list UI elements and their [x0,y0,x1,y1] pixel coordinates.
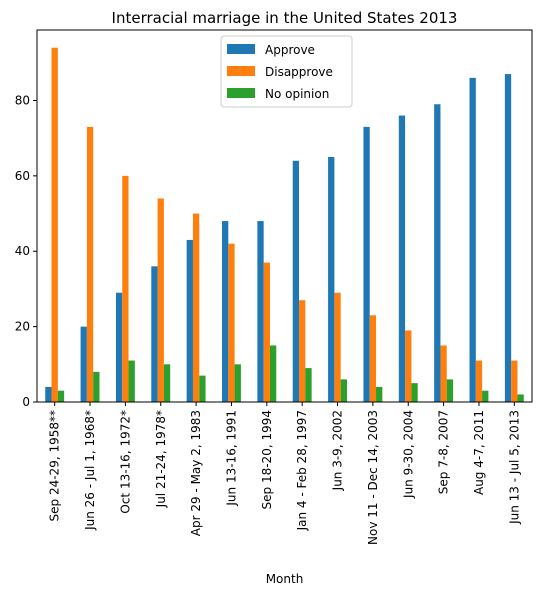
bar-no-opinion-0 [57,390,65,402]
legend-label: Approve [265,43,315,57]
bar-approve-8 [328,157,335,402]
x-tick-label: Jun 3-9, 2002 [331,410,345,491]
bar-approve-12 [469,77,476,402]
x-axis-label: Month [266,572,304,586]
y-tick-label: 80 [15,93,30,107]
x-tick-label: Jun 13-16, 1991 [224,410,238,507]
bar-approve-10 [398,115,406,403]
x-tick-label: Aug 4-7, 2011 [472,410,486,495]
bar-disapprove-0 [51,47,58,402]
bar-approve-11 [434,104,441,402]
bar-no-opinion-12 [482,390,489,402]
chart-title: Interracial marriage in the United State… [112,9,458,27]
legend-swatch [227,44,255,54]
bar-no-opinion-6 [269,345,277,402]
bar-approve-13 [504,74,512,403]
bar-approve-6 [257,221,264,402]
bar-disapprove-2 [122,175,129,402]
bar-disapprove-8 [334,292,341,402]
bar-disapprove-13 [511,360,518,402]
bar-approve-5 [222,221,229,402]
bar-no-opinion-3 [163,364,171,402]
x-tick-label: Jun 9-30, 2004 [401,410,415,499]
bar-no-opinion-8 [340,379,347,402]
bar-disapprove-10 [405,330,412,402]
x-tick-label: Oct 13-16, 1972* [118,410,132,514]
bar-no-opinion-11 [446,379,454,402]
bar-no-opinion-1 [93,371,100,402]
bars-layer [45,47,524,403]
bar-disapprove-3 [157,198,164,402]
legend-swatch [227,88,255,98]
bar-disapprove-9 [369,315,377,402]
bar-disapprove-12 [475,360,483,402]
bar-disapprove-4 [192,213,200,402]
bar-disapprove-1 [86,126,94,402]
bar-disapprove-5 [228,243,235,402]
y-tick-label: 20 [15,320,30,334]
bar-disapprove-6 [263,262,270,402]
x-tick-label: Nov 11 - Dec 14, 2003 [366,410,380,545]
bar-approve-0 [45,386,52,402]
bar-no-opinion-10 [411,383,418,402]
bar-no-opinion-13 [517,394,524,402]
bar-approve-2 [115,292,123,402]
x-tick-label: Apr 29 - May 2, 1983 [189,410,203,536]
bar-no-opinion-7 [305,368,312,402]
x-axis: Sep 24-29, 1958** Jun 26 - Jul 1, 1968* Oc… [48,402,521,545]
bar-approve-3 [151,266,158,402]
x-tick-label: Sep 7-8, 2007 [437,410,451,494]
bar-approve-1 [80,326,87,402]
bar-disapprove-11 [440,345,447,402]
bar-disapprove-7 [299,300,306,402]
bar-approve-9 [363,126,370,402]
x-tick-label: Jan 4 - Feb 28, 1997 [295,410,309,531]
y-axis: 0 20 40 60 80 [15,93,37,409]
bar-no-opinion-9 [376,386,383,402]
legend-swatch [227,66,255,76]
y-tick-label: 60 [15,169,30,183]
y-tick-label: 0 [22,395,30,409]
legend-label: No opinion [265,87,329,101]
bar-no-opinion-4 [199,375,206,402]
legend: Approve Disapprove No opinion [220,35,353,108]
x-tick-label: Sep 18-20, 1994 [260,410,274,509]
y-tick-label: 40 [15,244,30,258]
x-tick-label: Jun 13 - Jul 5, 2013 [507,410,521,525]
x-tick-label: Jul 21-24, 1978* [154,410,168,508]
bar-approve-4 [186,239,193,402]
bar-no-opinion-5 [234,364,241,402]
legend-label: Disapprove [265,65,333,79]
x-tick-label: Jun 26 - Jul 1, 1968* [83,410,97,531]
bar-approve-7 [292,160,300,402]
plot-frame [36,29,533,403]
bar-no-opinion-2 [128,360,135,402]
x-tick-label: Sep 24-29, 1958** [48,410,62,521]
